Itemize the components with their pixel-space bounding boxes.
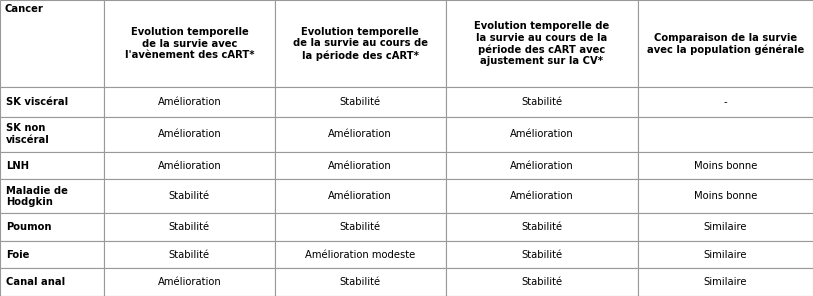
Bar	[275, 117, 446, 152]
Text: Moins bonne: Moins bonne	[694, 161, 757, 170]
Text: Stabilité: Stabilité	[169, 250, 210, 260]
Bar	[275, 268, 446, 296]
Bar	[446, 268, 638, 296]
Text: Amélioration: Amélioration	[510, 191, 574, 201]
Bar	[638, 117, 813, 152]
Text: Stabilité: Stabilité	[340, 277, 380, 287]
Text: Maladie de
Hodgkin: Maladie de Hodgkin	[6, 186, 67, 207]
Bar	[638, 152, 813, 179]
Bar	[275, 87, 446, 117]
Text: Similaire: Similaire	[704, 250, 747, 260]
Bar	[0, 87, 104, 117]
Text: Evolution temporelle
de la survie avec
l'avènement des cART*: Evolution temporelle de la survie avec l…	[124, 27, 254, 60]
Text: Amélioration: Amélioration	[158, 97, 221, 107]
Text: Comparaison de la survie
avec la population générale: Comparaison de la survie avec la populat…	[647, 33, 804, 55]
Bar	[0, 117, 104, 152]
Text: SK viscéral: SK viscéral	[6, 97, 67, 107]
Text: Evolution temporelle de
la survie au cours de la
période des cART avec
ajustemen: Evolution temporelle de la survie au cou…	[474, 21, 610, 66]
Bar	[446, 0, 638, 87]
Bar	[446, 87, 638, 117]
Bar	[104, 213, 275, 241]
Bar	[275, 179, 446, 213]
Text: Amélioration: Amélioration	[510, 161, 574, 170]
Text: Stabilité: Stabilité	[340, 97, 380, 107]
Text: SK non
viscéral: SK non viscéral	[6, 123, 50, 145]
Text: Amélioration modeste: Amélioration modeste	[305, 250, 415, 260]
Text: Stabilité: Stabilité	[521, 97, 563, 107]
Text: Similaire: Similaire	[704, 222, 747, 232]
Bar	[104, 179, 275, 213]
Text: Stabilité: Stabilité	[521, 277, 563, 287]
Bar	[638, 87, 813, 117]
Bar	[104, 241, 275, 268]
Bar	[104, 152, 275, 179]
Bar	[0, 268, 104, 296]
Bar	[638, 268, 813, 296]
Text: Stabilité: Stabilité	[169, 191, 210, 201]
Bar	[446, 213, 638, 241]
Text: Amélioration: Amélioration	[328, 161, 392, 170]
Text: Amélioration: Amélioration	[158, 161, 221, 170]
Bar	[638, 0, 813, 87]
Bar	[0, 179, 104, 213]
Bar	[104, 0, 275, 87]
Bar	[638, 213, 813, 241]
Bar	[446, 152, 638, 179]
Text: Evolution temporelle
de la survie au cours de
la période des cART*: Evolution temporelle de la survie au cou…	[293, 27, 428, 61]
Text: Amélioration: Amélioration	[510, 129, 574, 139]
Bar	[446, 241, 638, 268]
Text: Amélioration: Amélioration	[158, 129, 221, 139]
Text: Amélioration: Amélioration	[328, 129, 392, 139]
Bar	[104, 87, 275, 117]
Bar	[446, 179, 638, 213]
Bar	[104, 268, 275, 296]
Text: Amélioration: Amélioration	[328, 191, 392, 201]
Text: Stabilité: Stabilité	[169, 222, 210, 232]
Bar	[275, 241, 446, 268]
Bar	[275, 152, 446, 179]
Bar	[638, 241, 813, 268]
Text: Stabilité: Stabilité	[340, 222, 380, 232]
Text: LNH: LNH	[6, 161, 28, 170]
Text: Moins bonne: Moins bonne	[694, 191, 757, 201]
Text: -: -	[724, 97, 728, 107]
Bar	[104, 117, 275, 152]
Bar	[0, 213, 104, 241]
Text: Poumon: Poumon	[6, 222, 51, 232]
Text: Canal anal: Canal anal	[6, 277, 65, 287]
Bar	[275, 213, 446, 241]
Text: Amélioration: Amélioration	[158, 277, 221, 287]
Text: Cancer: Cancer	[5, 4, 44, 14]
Bar	[0, 152, 104, 179]
Bar	[0, 0, 104, 87]
Bar	[638, 179, 813, 213]
Text: Stabilité: Stabilité	[521, 250, 563, 260]
Text: Stabilité: Stabilité	[521, 222, 563, 232]
Text: Foie: Foie	[6, 250, 29, 260]
Bar	[275, 0, 446, 87]
Text: Similaire: Similaire	[704, 277, 747, 287]
Bar	[446, 117, 638, 152]
Bar	[0, 241, 104, 268]
